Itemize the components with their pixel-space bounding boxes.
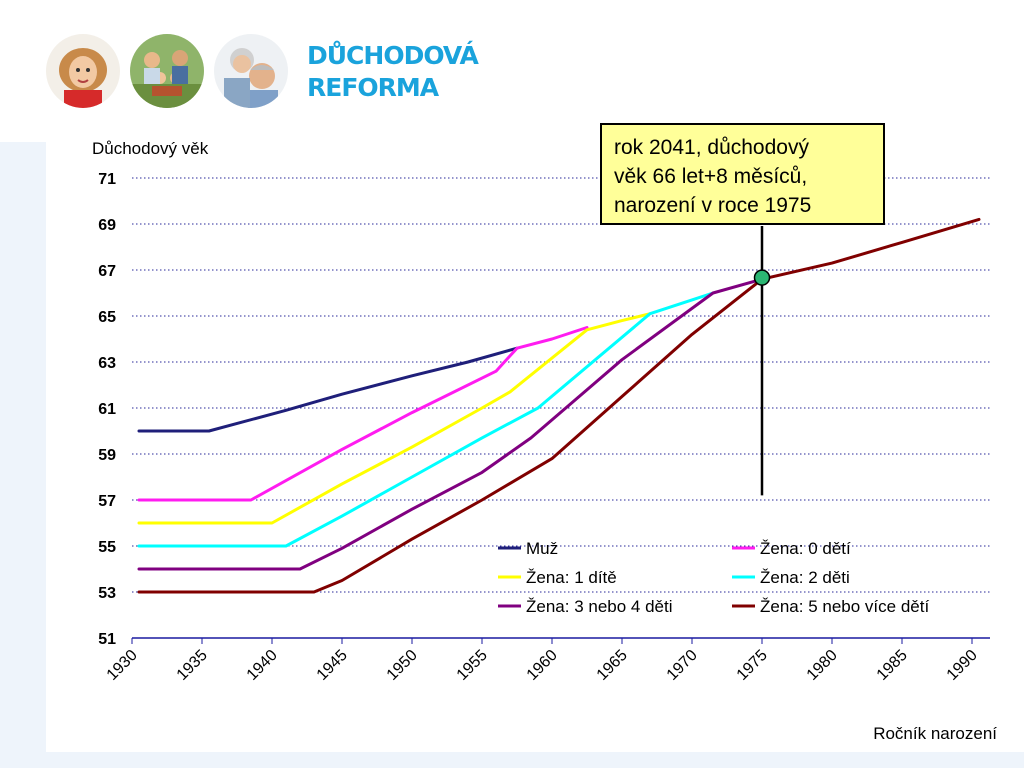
y-tick-label: 63 [98, 355, 116, 372]
y-tick-label: 61 [98, 401, 116, 418]
x-axis-title: Ročník narození [873, 724, 997, 743]
left-background-band [0, 142, 46, 768]
series-line-0 [137, 346, 519, 433]
y-tick-label: 57 [98, 493, 116, 510]
x-tick-label: 1980 [804, 647, 841, 684]
chart-legend: Muž Žena: 0 dětí Žena: 1 dítě Žena: 2 děti Ž… [498, 539, 929, 616]
x-tick-label: 1985 [874, 647, 911, 684]
annotation-box: rok 2041, důchodový věk 66 let+8 měsíců,… [600, 123, 885, 225]
x-tick-label: 1935 [174, 647, 211, 684]
x-tick-label: 1960 [524, 647, 561, 684]
y-tick-label: 69 [98, 217, 116, 234]
legend-label-0: Muž [526, 539, 558, 558]
legend-label-3: Žena: 2 děti [760, 568, 850, 587]
x-tick-label: 1955 [454, 647, 491, 684]
x-tick-label: 1970 [664, 647, 701, 684]
y-axis-title: Důchodový věk [92, 139, 209, 158]
brand-line-2: REFORMA [307, 73, 439, 102]
y-tick-label: 53 [98, 585, 116, 602]
y-tick-label: 59 [98, 447, 116, 464]
legend-label-2: Žena: 1 dítě [526, 568, 617, 587]
annotation-line-2: věk 66 let+8 měsíců, [614, 165, 808, 188]
annotation-line-1: rok 2041, důchodový [614, 136, 809, 159]
brand-title: DŮCHODOVÁ REFORMA [307, 40, 479, 104]
series-line-2 [137, 312, 652, 525]
series-lines [137, 217, 981, 594]
legend-label-4: Žena: 3 nebo 4 děti [526, 597, 673, 616]
series-line-4 [137, 277, 764, 571]
x-tick-label: 1965 [594, 647, 631, 684]
y-tick-label: 55 [98, 539, 116, 556]
legend-label-5: Žena: 5 nebo více dětí [760, 597, 929, 616]
legend-label-1: Žena: 0 dětí [760, 539, 851, 558]
grandparents-photo [214, 34, 288, 108]
series-line-1 [137, 326, 589, 502]
x-tick-label: 1975 [734, 647, 771, 684]
series-line-3 [137, 291, 715, 548]
x-tick-label: 1930 [104, 647, 141, 684]
y-tick-label: 65 [98, 309, 116, 326]
x-tick-label: 1990 [944, 647, 981, 684]
y-tick-label: 67 [98, 263, 116, 280]
y-tick-label: 71 [98, 171, 116, 188]
series-line-5 [137, 217, 981, 594]
grid-lines [132, 177, 990, 593]
bottom-background-band [0, 752, 1024, 768]
child-photo [46, 34, 120, 108]
annotation-line-3: narození v roce 1975 [614, 194, 812, 217]
y-tick-label: 51 [98, 631, 116, 648]
brand-line-1: DŮCHODOVÁ [307, 41, 479, 70]
x-tick-label: 1945 [314, 647, 351, 684]
annotation-marker-dot [753, 269, 771, 286]
x-tick-label: 1940 [244, 647, 281, 684]
x-tick-label: 1950 [384, 647, 421, 684]
